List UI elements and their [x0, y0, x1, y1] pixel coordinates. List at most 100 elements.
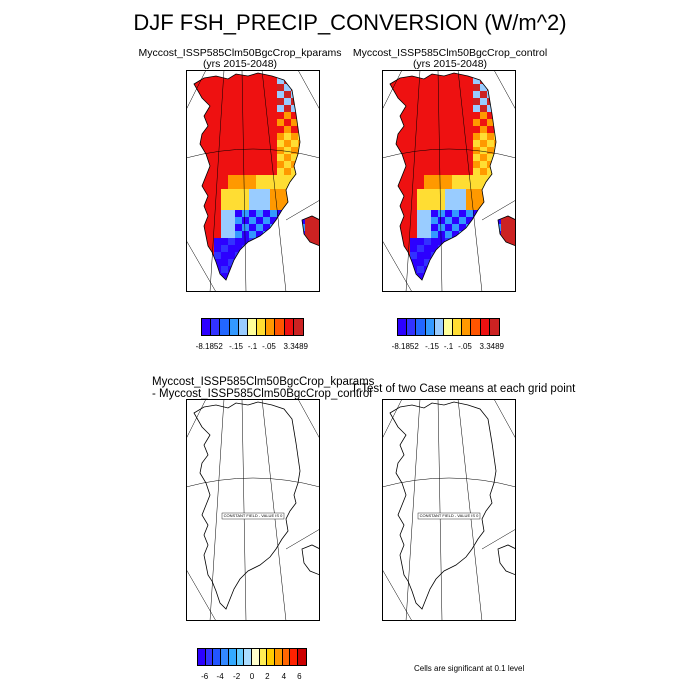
field-cell [270, 161, 278, 169]
field-cell [487, 147, 495, 155]
coastline [389, 401, 497, 610]
field-cell [473, 161, 481, 169]
graticule-line [437, 399, 443, 621]
graticule-line [261, 70, 287, 292]
field-cell [235, 84, 243, 92]
field-cell [410, 77, 418, 85]
field-cell [207, 168, 215, 176]
field-cell [200, 252, 208, 260]
field-cell [494, 196, 502, 204]
field-cell [186, 133, 194, 141]
field-cell [466, 147, 474, 155]
field-cell [501, 73, 509, 78]
field-cell [312, 252, 320, 260]
field-cell [382, 161, 390, 169]
field-cell [473, 112, 481, 120]
field-cell [473, 259, 481, 267]
field-cell [305, 280, 313, 288]
field-cell [214, 84, 222, 92]
field-cell [291, 217, 299, 225]
field-cell [235, 126, 243, 134]
field-cell [396, 77, 404, 85]
field-cell [256, 182, 264, 190]
field-cell [431, 196, 439, 204]
field-cell [438, 73, 446, 78]
field-cell [382, 168, 390, 176]
colorbar-swatch [275, 649, 283, 665]
field-cell [382, 217, 390, 225]
field-cell [235, 210, 243, 218]
field-cell [403, 147, 411, 155]
field-cell [228, 224, 236, 232]
field-cell [382, 105, 390, 113]
field-cell [235, 119, 243, 127]
field-cell [508, 182, 516, 190]
field-cell [214, 217, 222, 225]
graticule-line [382, 239, 413, 292]
field-cell [403, 98, 411, 106]
field-cell [263, 189, 271, 197]
field-cell [431, 84, 439, 92]
field-cell [445, 238, 453, 246]
field-cell [390, 238, 397, 246]
field-cell [459, 189, 467, 197]
field-cell [263, 73, 271, 78]
field-cell [431, 73, 439, 78]
field-cell [186, 140, 194, 148]
field-cell [221, 73, 229, 78]
field-cell [417, 245, 425, 253]
field-cell [431, 147, 439, 155]
field-cell [235, 77, 243, 85]
field-cell [207, 182, 215, 190]
field-cell [501, 112, 509, 120]
field-cell [459, 210, 467, 218]
field-cell [403, 224, 411, 232]
field-cell [256, 273, 264, 280]
field-cell [194, 210, 201, 218]
colorbar-swatch [290, 649, 299, 665]
field-cell [256, 154, 264, 162]
field-cell [270, 140, 278, 148]
colorbar-tick-label: -.05 [262, 342, 276, 351]
field-cell [424, 126, 432, 134]
field-cell [396, 140, 404, 148]
field-cell [194, 147, 201, 155]
field-cell [396, 126, 404, 134]
field-cell [382, 126, 390, 134]
field-cell [312, 140, 320, 148]
field-cell [256, 210, 264, 218]
field-cell [501, 182, 509, 190]
field-cell [270, 273, 278, 280]
field-cell [473, 91, 481, 99]
field-cell [305, 252, 313, 260]
field-cell [508, 245, 516, 253]
field-cell [256, 91, 264, 99]
colorbar-swatch [198, 649, 206, 665]
field-cell [214, 161, 222, 169]
graticule-line [405, 70, 421, 292]
field-cell [417, 133, 425, 141]
field-cell [438, 119, 446, 127]
field-cell [228, 84, 236, 92]
panel-title-line1: Myccost_ISSP585Clm50BgcCrop_kparams [152, 376, 375, 388]
field-cell [424, 203, 432, 211]
colorbar-swatch [416, 319, 426, 335]
graticule-line [382, 70, 403, 111]
field-cell [487, 203, 495, 211]
field-cell [263, 161, 271, 169]
field-cell [494, 154, 502, 162]
field-cell [424, 168, 432, 176]
field-cell [466, 112, 474, 120]
field-cell [277, 231, 285, 239]
field-cell [249, 98, 257, 106]
field-cell [249, 231, 257, 239]
graticule-line [285, 199, 320, 221]
field-cell [417, 210, 425, 218]
field-cell [445, 98, 453, 106]
field-cell [214, 280, 222, 288]
field-cell [501, 168, 509, 176]
field-cell [242, 168, 250, 176]
field-cell [452, 224, 460, 232]
field-cell [382, 252, 390, 260]
field-cell [438, 210, 446, 218]
